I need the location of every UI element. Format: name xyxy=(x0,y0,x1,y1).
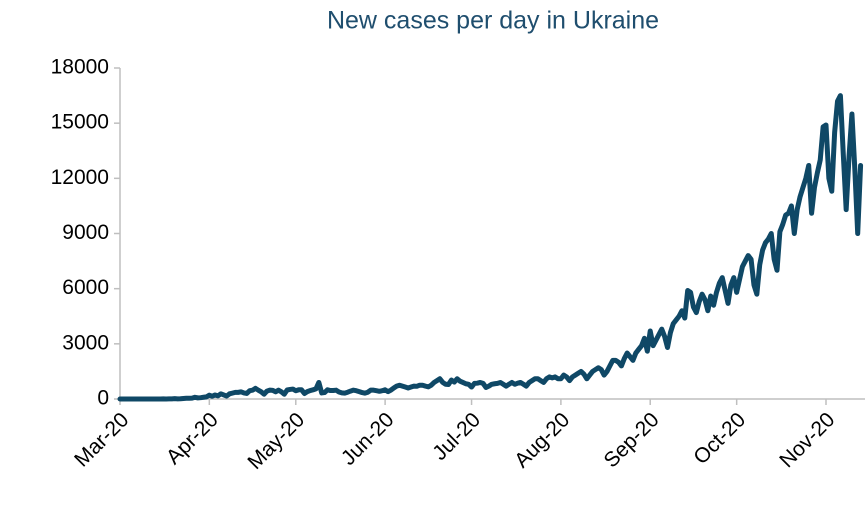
y-tick-label: 18000 xyxy=(51,56,109,79)
x-tick-label: Mar-20 xyxy=(70,408,133,471)
y-tick-label: 12000 xyxy=(51,166,109,189)
line xyxy=(117,93,864,402)
x-tick-label: Apr-20 xyxy=(162,408,223,469)
y-tick-label: 15000 xyxy=(51,111,109,134)
x-tick-label: Nov-20 xyxy=(775,408,839,472)
y-tick-label: 3000 xyxy=(62,331,109,354)
x-tick-label: Aug-20 xyxy=(510,408,574,472)
y-tick-label: 0 xyxy=(97,387,109,410)
y-tick-label: 9000 xyxy=(62,221,109,244)
x-tick-label: Oct-20 xyxy=(689,408,750,469)
chart-title: New cases per day in Ukraine xyxy=(327,7,659,35)
y-tick-label: 6000 xyxy=(62,276,109,299)
x-tick-label: May-20 xyxy=(243,408,309,474)
x-tick-label: Jul-20 xyxy=(428,408,485,465)
x-tick-label: Sep-20 xyxy=(600,408,664,472)
x-tick-label: Jun-20 xyxy=(337,408,399,470)
